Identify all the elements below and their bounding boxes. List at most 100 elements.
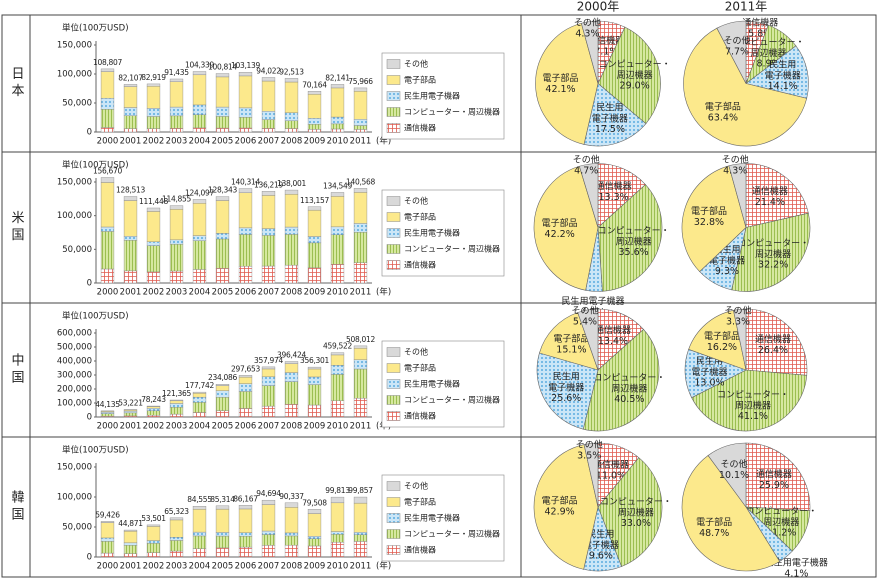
x-tick-label: 2010: [327, 288, 349, 298]
legend-label: 電子部品: [404, 497, 436, 507]
bar-segment: [123, 86, 138, 108]
x-tick-label: 2010: [327, 137, 349, 147]
x-tick-label: 2011: [350, 137, 372, 147]
bar-segment: [238, 532, 253, 537]
bar-segment: [100, 226, 115, 232]
legend-label: 民生用電子機器: [404, 91, 460, 101]
bar-segment: [192, 71, 207, 76]
bar-segment: [123, 200, 138, 237]
bar-segment: [146, 83, 161, 87]
y-tick-label: 200,000: [57, 385, 92, 395]
total-label: 59,426: [95, 510, 120, 519]
bar-segment: [192, 412, 207, 418]
legend-swatch: [386, 379, 401, 389]
bar-segment: [307, 91, 322, 95]
bar-segment: [215, 116, 230, 129]
x-tick-label: 2003: [166, 137, 188, 147]
bar-segment: [123, 270, 138, 284]
pie-label: 電子部品: [543, 72, 579, 84]
pie-value-label: 4.1%: [784, 569, 808, 580]
pie-value-label: 25.6%: [551, 393, 581, 404]
bar-segment: [330, 128, 345, 133]
pie-slice: [728, 163, 747, 228]
x-tick-label: 2009: [304, 288, 326, 298]
x-tick-label: 2000: [97, 288, 119, 298]
total-label: 134,549: [323, 181, 352, 190]
bar-segment: [353, 345, 368, 349]
bar-segment: [100, 182, 115, 228]
total-label: 82,919: [141, 73, 166, 82]
y-axis-label: 単位(100万USD): [62, 160, 129, 171]
bar-segment: [261, 405, 276, 418]
x-tick-label: 2000: [97, 422, 119, 432]
total-label: 128,513: [116, 185, 145, 194]
bar-segment: [215, 196, 230, 201]
bar-segment: [330, 496, 345, 504]
x-axis-label: (年): [376, 287, 391, 298]
total-label: 75,966: [348, 77, 373, 86]
pie-slice: [577, 308, 599, 371]
y-tick-label: 0: [87, 553, 92, 563]
bar-segment: [123, 542, 138, 546]
pie-value-label: 16.2%: [707, 342, 737, 353]
bar-segment: [330, 531, 345, 535]
legend-box: [381, 474, 505, 562]
total-label: 140,314: [231, 178, 260, 187]
pie-label: 通信機器: [755, 333, 791, 345]
x-tick-label: 2002: [143, 422, 165, 432]
bar-segment: [146, 410, 161, 416]
x-tick-label: 2000: [97, 562, 119, 572]
x-tick-label: 2011: [350, 422, 372, 432]
bar-segment: [238, 535, 253, 548]
bar-segment: [100, 537, 115, 542]
pie-slice: [707, 442, 747, 508]
pie-slice: [536, 352, 599, 430]
pie-label: コンピューター・周辺機器: [598, 225, 670, 247]
bar-segment: [100, 71, 115, 99]
pie-label: コンピューター・周辺機器: [745, 505, 817, 527]
bar-segment: [146, 543, 161, 553]
bar-segment: [261, 499, 276, 505]
bar-segment: [123, 115, 138, 129]
pie-label: 電子部品: [696, 516, 732, 528]
x-tick-label: 2009: [304, 562, 326, 572]
total-label: 396,424: [277, 351, 306, 360]
bar-segment: [307, 368, 322, 378]
bar-segment: [169, 517, 184, 521]
pie-value-label: 63.4%: [708, 113, 738, 124]
bar-segment: [123, 410, 138, 414]
pie-value-label: 5.8%: [748, 29, 772, 40]
bar-segment: [238, 505, 253, 510]
bar-segment: [238, 75, 253, 109]
pie-title: 2000年: [577, 0, 620, 14]
bar-segment: [215, 385, 230, 391]
bar-segment: [353, 223, 368, 233]
bar-segment: [284, 372, 299, 382]
bar-segment: [146, 406, 161, 409]
bar-segment: [261, 368, 276, 378]
pie-slice: [745, 308, 808, 376]
x-tick-label: 2002: [143, 562, 165, 572]
bar-segment: [100, 109, 115, 128]
bar-segment: [169, 209, 184, 241]
total-label: 104,339: [185, 61, 214, 70]
bar-segment: [353, 359, 368, 370]
x-axis-label: (年): [376, 561, 391, 572]
bar-segment: [353, 192, 368, 224]
bar-segment: [238, 266, 253, 284]
pie-label: 電子部品: [542, 217, 578, 229]
bar-segment: [261, 195, 276, 229]
total-label: 79,508: [302, 498, 327, 507]
bar-segment: [123, 236, 138, 241]
bar-segment: [284, 264, 299, 284]
x-tick-label: 2007: [258, 288, 280, 298]
pie-value-label: 40.5%: [614, 394, 644, 405]
legend-label: 通信機器: [404, 260, 436, 270]
bar-segment: [100, 97, 115, 110]
legend-swatch: [386, 75, 401, 85]
bar-segment: [100, 413, 115, 417]
pie-slice: [583, 442, 599, 508]
bar-segment: [192, 402, 207, 413]
bar-segment: [307, 513, 322, 537]
